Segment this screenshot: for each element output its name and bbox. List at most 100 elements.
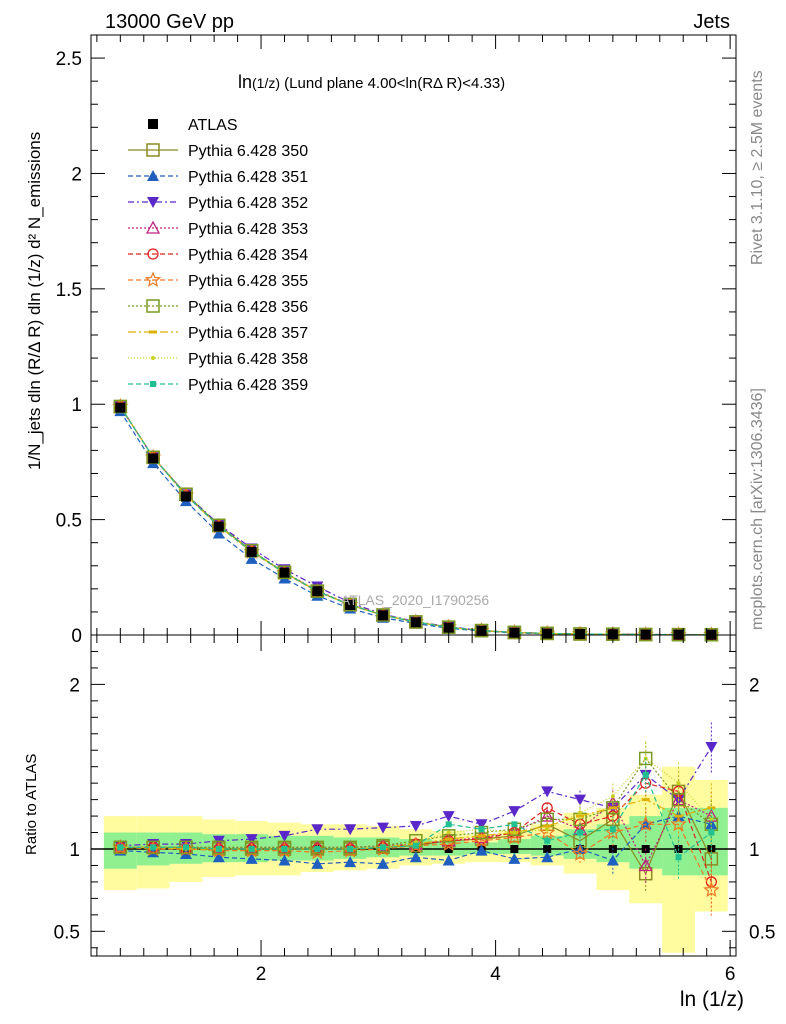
y-tick-label-right: 1 — [749, 840, 760, 861]
data-point — [376, 608, 390, 622]
ratio-y-label: Ratio to ATLAS — [23, 754, 40, 855]
main-y-axis: 0 0.5 1 1.5 2 2.5 — [56, 34, 736, 647]
data-point — [676, 781, 681, 786]
data-point — [543, 845, 552, 853]
legend-entry: Pythia 6.428 354 — [128, 247, 308, 264]
y-tick-label: 0.5 — [54, 922, 80, 943]
data-point — [377, 822, 390, 834]
ratio-plot-area — [91, 721, 736, 953]
legend-label: Pythia 6.428 350 — [188, 143, 308, 160]
data-point — [545, 827, 550, 832]
data-point — [378, 610, 389, 621]
data-point — [215, 846, 222, 852]
legend-entry: Pythia 6.428 359 — [128, 377, 308, 394]
data-point — [475, 819, 488, 831]
data-point — [180, 491, 191, 502]
legend: ATLAS Pythia 6.428 350 Pythia 6.428 351 Pyt… — [128, 117, 308, 394]
data-point — [311, 857, 324, 869]
data-point — [409, 615, 423, 629]
data-point — [279, 567, 290, 578]
ratio-panel: 0.5 0.5 1 1 2 2 2 4 6 Ratio to ATLAS ln (1/z) — [23, 634, 775, 1011]
data-point — [511, 821, 518, 828]
data-point — [277, 840, 292, 855]
legend-marker — [148, 119, 158, 129]
legend-entry: ATLAS — [148, 117, 238, 134]
data-point — [311, 824, 324, 836]
y-tick-label: 2 — [71, 164, 82, 185]
legend-entry: Pythia 6.428 352 — [128, 195, 308, 212]
legend-entry: Pythia 6.428 355 — [128, 271, 308, 290]
data-point — [309, 843, 326, 860]
data-point — [508, 852, 521, 864]
legend-marker — [146, 299, 160, 313]
data-point — [571, 845, 589, 861]
legend-label: Pythia 6.428 352 — [188, 195, 308, 212]
data-point — [476, 625, 487, 636]
legend-marker — [145, 220, 161, 234]
data-point — [638, 751, 653, 766]
y-tick-label: 2 — [69, 675, 80, 696]
data-point — [638, 858, 653, 872]
main-panel: 0 0.5 1 1.5 2 2.5 ln(1/z) (Lund plane 4.00<ln… — [25, 34, 737, 647]
data-point — [574, 794, 587, 806]
data-point — [674, 814, 683, 818]
data-point — [544, 837, 551, 844]
legend-label: Pythia 6.428 355 — [188, 273, 308, 290]
data-point — [245, 834, 258, 846]
y-tick-label: 1 — [69, 840, 80, 861]
data-point — [245, 552, 258, 564]
data-point — [575, 629, 586, 640]
data-point — [642, 771, 649, 778]
data-point — [577, 829, 584, 836]
data-point — [244, 840, 259, 855]
data-point — [610, 794, 615, 799]
data-point — [708, 829, 715, 836]
data-point — [410, 617, 421, 628]
data-point — [150, 844, 157, 851]
data-point — [541, 786, 554, 798]
data-point — [671, 792, 686, 807]
legend-label: Pythia 6.428 351 — [188, 169, 308, 186]
data-point — [510, 845, 519, 853]
legend-label: Pythia 6.428 359 — [188, 377, 308, 394]
data-point — [310, 584, 325, 598]
data-point — [144, 840, 162, 856]
data-point — [508, 806, 521, 818]
data-point — [675, 854, 682, 861]
legend-label: ATLAS — [188, 117, 238, 134]
data-point — [278, 830, 291, 842]
data-point — [314, 846, 321, 852]
legend-marker — [147, 248, 159, 260]
data-point — [478, 826, 485, 833]
legend-label: Pythia 6.428 353 — [188, 221, 308, 238]
data-point — [380, 844, 387, 851]
data-point — [443, 622, 454, 633]
data-point — [578, 810, 583, 815]
data-point — [112, 838, 129, 855]
data-point — [444, 837, 453, 841]
ratio-y-axis: 0.5 0.5 1 1 2 2 — [54, 650, 775, 949]
y-tick-label: 0.5 — [56, 511, 82, 532]
legend-marker — [147, 197, 159, 208]
y-tick-label: 2.5 — [56, 49, 82, 70]
y-tick-label-right: 2 — [749, 675, 760, 696]
data-point — [538, 823, 556, 840]
data-point — [345, 600, 356, 610]
data-point — [115, 402, 126, 413]
header-right: Jets — [693, 11, 730, 33]
data-point — [446, 830, 451, 835]
data-point — [703, 881, 720, 898]
data-point — [212, 840, 226, 855]
data-point — [606, 801, 620, 815]
legend-entry: Pythia 6.428 353 — [128, 220, 308, 238]
data-point — [177, 840, 195, 856]
data-point — [412, 842, 419, 849]
data-point — [638, 866, 653, 881]
x-tick-label: 2 — [256, 964, 267, 985]
main-x-ticks — [96, 35, 731, 635]
x-axis-label: ln (1/z) — [680, 988, 744, 1011]
data-point — [182, 844, 189, 851]
legend-entry: Pythia 6.428 350 — [128, 143, 308, 160]
y-tick-label-right: 0.5 — [749, 922, 775, 943]
